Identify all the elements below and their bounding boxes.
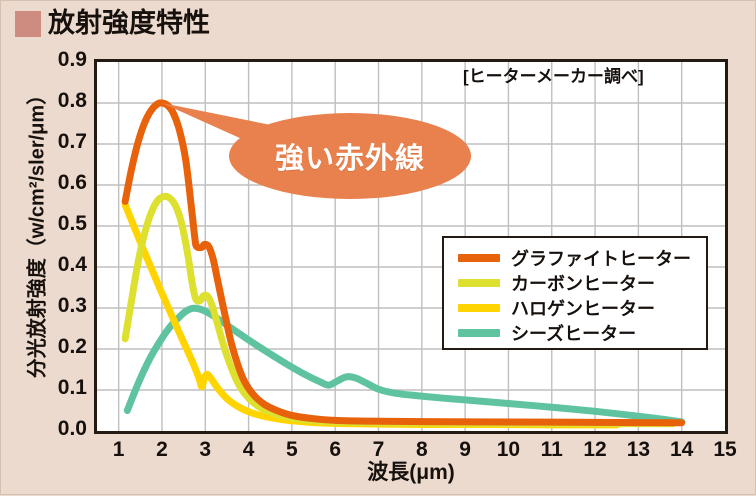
y-tick-label: 0.3: [57, 294, 87, 317]
legend-swatch: [458, 253, 500, 262]
legend-swatch: [458, 303, 500, 312]
series-line: [121, 99, 686, 427]
x-tick-label: 15: [713, 438, 737, 461]
chart-legend: グラファイトヒーター カーボンヒーター ハロゲンヒーター シーズヒーター: [442, 236, 708, 350]
legend-label: シーズヒーター: [511, 323, 637, 344]
data-series: [121, 99, 686, 429]
page-title: 放射強度特性: [15, 10, 210, 37]
callout-bubble: 強い赤外線: [229, 113, 471, 199]
x-tick-label: 14: [670, 438, 694, 461]
x-tick-label: 1: [112, 438, 125, 461]
x-tick-label: 11: [540, 438, 563, 461]
legend-label: グラファイトヒーター: [511, 248, 691, 269]
x-tick-label: 2: [156, 438, 168, 461]
legend-swatch: [458, 328, 500, 337]
title-label: 放射強度特性: [48, 8, 210, 38]
legend-item: シーズヒーター: [458, 320, 706, 345]
y-axis-ticks: 0.0 0.1 0.2 0.3 0.4 0.5 0.6 0.7 0.8 0.9: [21, 1, 87, 496]
x-axis-title: 波長(μm): [367, 461, 455, 484]
source-note: [ヒーターメーカー調べ]: [463, 67, 644, 86]
x-tick-label: 9: [459, 438, 471, 461]
x-tick-label: 10: [496, 438, 521, 461]
title-bullet-square: [15, 10, 41, 37]
y-tick-label: 0.9: [57, 48, 87, 71]
x-tick-label: 13: [626, 438, 651, 461]
x-axis-ticks: 1 2 3 4 5 6 7 8 9 10 11 12 13 14 15: [1, 438, 756, 468]
legend-item: カーボンヒーター: [458, 270, 706, 295]
x-tick-label: 6: [329, 438, 342, 461]
x-tick-label: 12: [583, 438, 607, 461]
legend-item: グラファイトヒーター: [458, 245, 706, 270]
y-tick-label: 0.0: [57, 417, 87, 440]
y-tick-label: 0.8: [57, 89, 87, 112]
legend-label: ハロゲンヒーター: [511, 298, 655, 319]
x-tick-label: 7: [372, 438, 385, 461]
series-line: [123, 304, 686, 426]
x-tick-label: 3: [199, 438, 212, 461]
legend-label: カーボンヒーター: [511, 273, 655, 294]
y-tick-label: 0.4: [57, 253, 87, 276]
y-tick-label: 0.7: [57, 130, 87, 153]
callout-label: 強い赤外線: [274, 143, 425, 175]
x-tick-label: 8: [415, 438, 428, 461]
y-tick-label: 0.2: [57, 335, 87, 358]
y-tick-label: 0.6: [57, 171, 87, 194]
y-tick-label: 0.5: [57, 212, 87, 235]
legend-swatch: [458, 278, 500, 287]
x-tick-label: 5: [286, 438, 298, 461]
legend-item: ハロゲンヒーター: [458, 295, 706, 320]
x-tick-label: 4: [242, 438, 255, 461]
y-tick-label: 0.1: [57, 376, 87, 399]
